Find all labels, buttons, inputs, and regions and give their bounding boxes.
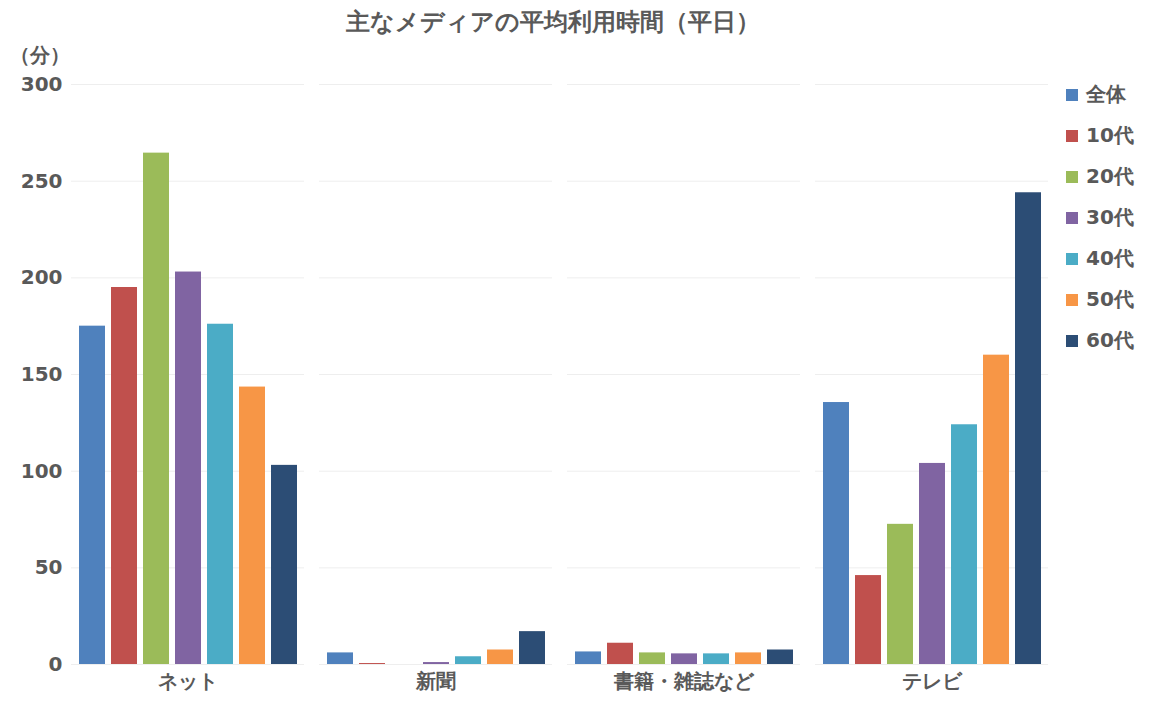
html-text:30代: 30代	[1086, 205, 1134, 229]
html-text:60代: 60代	[1086, 328, 1134, 352]
svg-text:150: 150	[21, 362, 63, 386]
svg-text:ネット: ネット	[158, 669, 218, 693]
svg-text:250: 250	[21, 169, 63, 193]
svg-text:300: 300	[21, 72, 63, 96]
html-text:50代: 50代	[1086, 287, 1134, 311]
html-text:全体: 全体	[1086, 82, 1126, 106]
svg-text:（分）: （分）	[10, 44, 70, 67]
svg-text:書籍・雑誌など: 書籍・雑誌など	[613, 669, 755, 693]
html-text:20代: 20代	[1086, 164, 1134, 188]
html-text:40代: 40代	[1086, 246, 1134, 270]
html-text:10代: 10代	[1086, 123, 1134, 147]
svg-text:100: 100	[21, 459, 63, 483]
svg-text:50: 50	[35, 555, 63, 579]
svg-text:新聞: 新聞	[415, 669, 456, 693]
html-text:主なメディアの平均利用時間（平日）: 主なメディアの平均利用時間（平日）	[346, 8, 760, 36]
svg-text:テレビ: テレビ	[902, 669, 963, 693]
svg-text:0: 0	[49, 652, 63, 676]
svg-text:200: 200	[21, 265, 63, 289]
